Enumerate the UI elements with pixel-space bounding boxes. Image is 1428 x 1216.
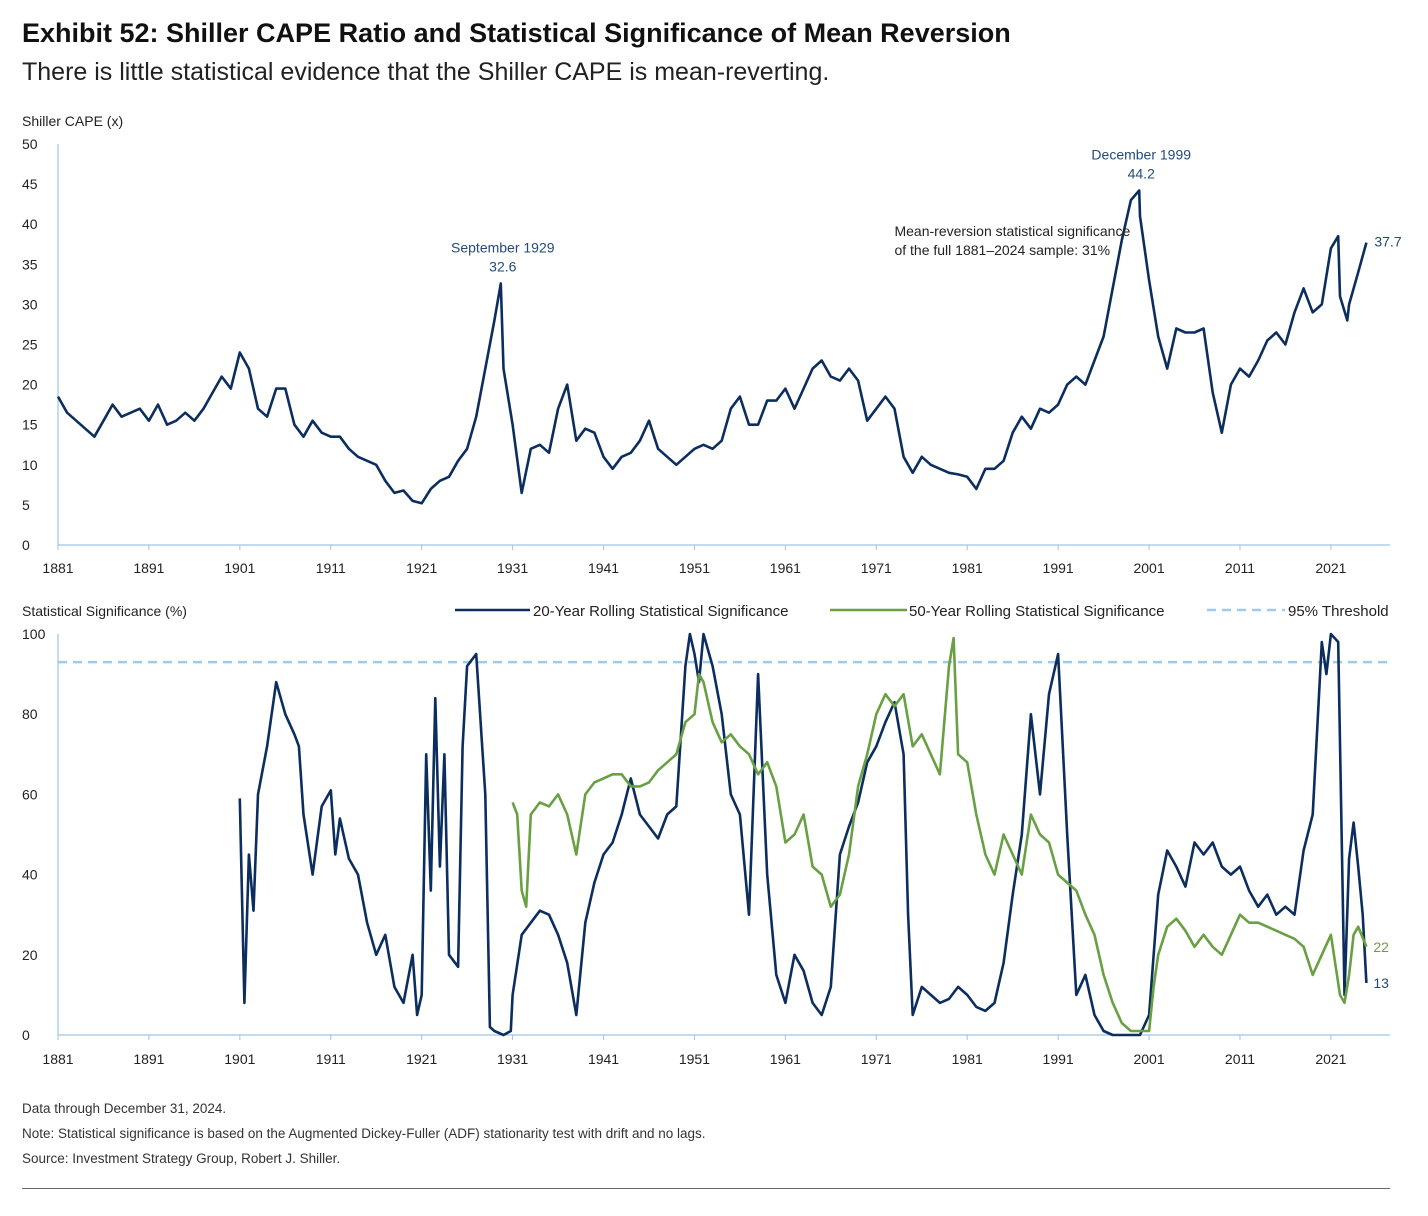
y-tick-label: 35 xyxy=(22,256,38,272)
cape-chart: Shiller CAPE (x) 0 5 10 15 20 25 30 35 40 45 50 1881… xyxy=(22,113,1402,576)
footnote-note: Note: Statistical significance is based … xyxy=(22,1126,706,1141)
annotation: Mean-reversion statistical significance o… xyxy=(894,223,1130,258)
x-tick-label: 2001 xyxy=(1133,560,1164,576)
y-tick-label: 80 xyxy=(22,706,38,722)
annotation-text: of the full 1881–2024 sample: 31% xyxy=(894,242,1110,258)
x-tick-label: 2001 xyxy=(1133,1051,1164,1067)
x-tick-label: 1901 xyxy=(224,1051,255,1067)
x-tick-label: 1981 xyxy=(952,1051,983,1067)
y-tick-label: 40 xyxy=(22,216,38,232)
series-line-1 xyxy=(238,632,1368,1037)
x-tick-label: 1911 xyxy=(316,560,346,576)
x-tick-label: 1921 xyxy=(406,560,437,576)
y-tick-label: 15 xyxy=(22,417,38,433)
y-tick-label: 20 xyxy=(22,947,38,963)
x-tick-label: 2021 xyxy=(1315,1051,1346,1067)
y-tick-label: 0 xyxy=(22,1027,30,1043)
series-line-2 xyxy=(511,636,1368,1033)
x-tick-label: 1961 xyxy=(770,560,801,576)
x-tick-label: 1931 xyxy=(497,560,528,576)
end-label: 22 xyxy=(1373,939,1389,955)
x-tick-label: 1951 xyxy=(679,560,710,576)
significance-chart: Statistical Significance (%) 0 20 40 60 80 100… xyxy=(22,603,1390,1067)
x-tick-label: 1941 xyxy=(588,560,619,576)
x-tick-label: 1991 xyxy=(1043,560,1074,576)
x-tick-label: 1891 xyxy=(133,560,164,576)
annotation: September 1929 32.6 xyxy=(451,240,555,275)
annotation: 37.7 xyxy=(1374,234,1401,250)
annotation-text: 37.7 xyxy=(1374,234,1401,250)
annotation-text: Mean-reversion statistical significance xyxy=(894,223,1130,239)
annotation-text: September 1929 xyxy=(451,240,555,256)
x-tick-label: 1931 xyxy=(497,1051,528,1067)
annotation-text: 32.6 xyxy=(489,259,516,275)
y-tick-label: 0 xyxy=(22,537,30,553)
x-tick-label: 1941 xyxy=(588,1051,619,1067)
y-tick-label: 40 xyxy=(22,867,38,883)
y-tick-label: 45 xyxy=(22,176,38,192)
legend-label: 50-Year Rolling Statistical Significance xyxy=(909,603,1164,620)
x-tick-label: 1981 xyxy=(952,560,983,576)
footnote-source: Source: Investment Strategy Group, Rober… xyxy=(22,1151,341,1166)
x-tick-label: 1961 xyxy=(770,1051,801,1067)
annotation-text: December 1999 xyxy=(1091,147,1191,163)
y-tick-label: 60 xyxy=(22,786,38,802)
x-tick-label: 1971 xyxy=(861,1051,892,1067)
x-tick-label: 1951 xyxy=(679,1051,710,1067)
y-tick-label: 100 xyxy=(22,626,46,642)
bottom-rule xyxy=(22,1188,1390,1189)
y-tick-label: 20 xyxy=(22,377,38,393)
exhibit-subtitle: There is little statistical evidence tha… xyxy=(22,58,830,86)
x-tick-label: 1971 xyxy=(861,560,892,576)
end-label: 13 xyxy=(1373,975,1389,991)
x-tick-label: 2011 xyxy=(1225,560,1255,576)
y-tick-label: 5 xyxy=(22,497,30,513)
y-axis-title: Shiller CAPE (x) xyxy=(22,113,123,129)
x-tick-label: 1891 xyxy=(133,1051,164,1067)
x-tick-label: 1881 xyxy=(42,560,73,576)
x-tick-label: 1901 xyxy=(224,560,255,576)
y-tick-label: 10 xyxy=(22,457,38,473)
x-tick-label: 1921 xyxy=(406,1051,437,1067)
x-tick-label: 1991 xyxy=(1043,1051,1074,1067)
y-tick-label: 30 xyxy=(22,296,38,312)
legend: 20-Year Rolling Statistical Significance… xyxy=(455,603,1389,620)
x-tick-label: 2011 xyxy=(1225,1051,1255,1067)
x-tick-label: 1911 xyxy=(316,1051,346,1067)
annotation: December 1999 44.2 xyxy=(1091,147,1191,182)
y-tick-label: 50 xyxy=(22,136,38,152)
y-axis-title: Statistical Significance (%) xyxy=(22,603,187,619)
x-tick-label: 2021 xyxy=(1315,560,1346,576)
exhibit-title: Exhibit 52: Shiller CAPE Ratio and Stati… xyxy=(22,18,1011,48)
legend-label: 95% Threshold xyxy=(1288,603,1389,620)
legend-label: 20-Year Rolling Statistical Significance xyxy=(533,603,788,620)
x-tick-label: 1881 xyxy=(42,1051,73,1067)
footnote-data-through: Data through December 31, 2024. xyxy=(22,1101,227,1116)
series-line-1 xyxy=(56,189,1368,505)
annotation-text: 44.2 xyxy=(1128,166,1155,182)
y-tick-label: 25 xyxy=(22,337,38,353)
